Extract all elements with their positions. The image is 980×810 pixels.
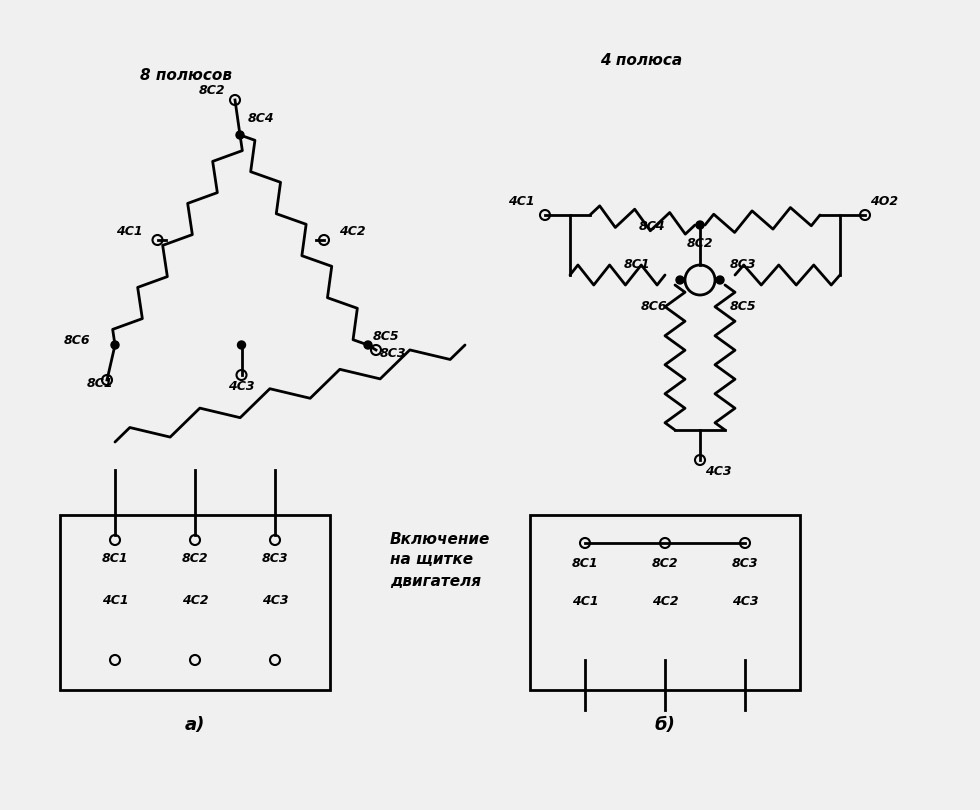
Text: 8С5: 8С5: [730, 300, 757, 313]
Text: 8С1: 8С1: [102, 552, 128, 565]
Text: 4С1: 4С1: [571, 595, 599, 608]
Text: 8С6: 8С6: [64, 334, 90, 347]
Text: 8С4: 8С4: [638, 220, 665, 233]
Text: 4С3: 4С3: [732, 595, 759, 608]
Text: 4С3: 4С3: [228, 380, 255, 393]
Text: 8С3: 8С3: [380, 347, 407, 360]
Text: 8С3: 8С3: [730, 258, 757, 271]
Text: б): б): [655, 716, 675, 734]
Text: 4С1: 4С1: [116, 225, 142, 238]
Text: Включение
на щитке
двигателя: Включение на щитке двигателя: [390, 531, 490, 589]
Text: 4С1: 4С1: [102, 594, 128, 607]
Text: 8С3: 8С3: [732, 557, 759, 570]
Text: 4С2: 4С2: [339, 225, 366, 238]
Text: 8С3: 8С3: [262, 552, 288, 565]
Text: 4С2: 4С2: [652, 595, 678, 608]
Text: 8С1: 8С1: [571, 557, 599, 570]
Text: 8С1: 8С1: [623, 258, 650, 271]
Text: 8С4: 8С4: [248, 112, 274, 125]
Text: 8С5: 8С5: [373, 330, 400, 343]
Circle shape: [236, 131, 244, 139]
Circle shape: [111, 341, 119, 349]
Text: 8С2: 8С2: [198, 84, 225, 97]
Text: 4С1: 4С1: [509, 195, 535, 208]
Circle shape: [237, 341, 246, 349]
Text: 8 полюсов: 8 полюсов: [140, 68, 232, 83]
Circle shape: [676, 276, 684, 284]
Circle shape: [696, 221, 704, 229]
Circle shape: [716, 276, 724, 284]
Text: 8С6: 8С6: [640, 300, 667, 313]
Text: 4С3: 4С3: [705, 465, 732, 478]
Text: 4С2: 4С2: [181, 594, 209, 607]
Text: 8С2: 8С2: [652, 557, 678, 570]
Text: 8С2: 8С2: [181, 552, 209, 565]
Text: 4 полюса: 4 полюса: [600, 53, 682, 68]
Text: 8С2: 8С2: [687, 237, 713, 250]
Circle shape: [364, 341, 372, 349]
Text: 4О2: 4О2: [870, 195, 898, 208]
Text: а): а): [185, 716, 205, 734]
Text: 8С1: 8С1: [86, 377, 114, 390]
Text: 4С3: 4С3: [262, 594, 288, 607]
